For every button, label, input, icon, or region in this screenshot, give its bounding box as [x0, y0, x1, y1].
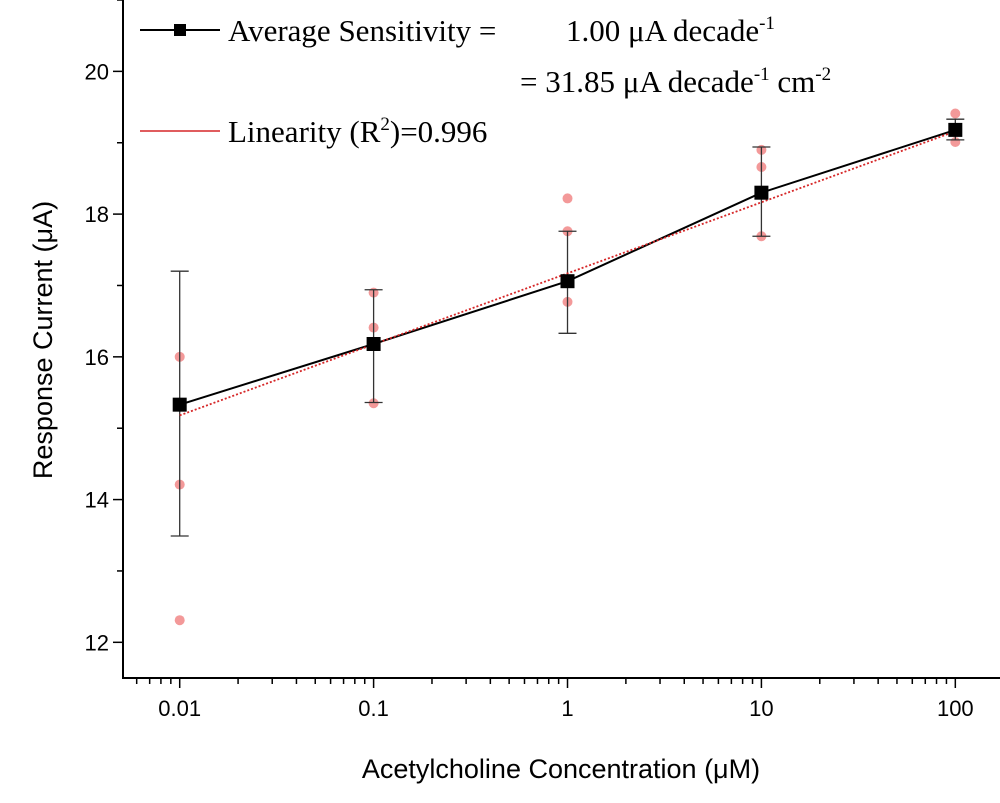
legend-area-unit: cm	[770, 64, 816, 99]
x-tick-label: 0.01	[158, 696, 201, 721]
x-tick-label: 10	[749, 696, 773, 721]
legend-linearity-value: )=0.996	[390, 114, 488, 149]
mean-marker	[172, 397, 187, 412]
mean-marker	[560, 274, 575, 289]
mean-marker	[948, 122, 963, 137]
plot-marks	[170, 108, 965, 626]
x-tick-label: 100	[937, 696, 974, 721]
legend-square-marker	[174, 24, 186, 36]
mean-marker	[754, 185, 769, 200]
y-tick-label: 12	[85, 630, 109, 655]
x-axis-title: Acetylcholine Concentration (μM)	[362, 754, 760, 784]
legend-sensitivity-value-text: 1.00 μA decade	[566, 13, 759, 48]
mean-marker	[366, 336, 381, 351]
x-tick-label: 1	[561, 696, 573, 721]
x-tick-label: 0.1	[358, 696, 389, 721]
replicate-point	[950, 108, 961, 119]
y-axis-title: Response Current (μA)	[28, 201, 58, 479]
y-tick-label: 20	[85, 59, 109, 84]
replicate-point	[368, 398, 379, 409]
y-tick-label: 18	[85, 202, 109, 227]
legend-sensitivity-area-value: = 31.85 μA decade-1 cm-2	[520, 64, 831, 99]
legend-sensitivity-label: Average Sensitivity =	[228, 13, 496, 48]
y-tick-label: 14	[85, 488, 109, 513]
legend-linearity: Linearity (R2)=0.996	[228, 114, 487, 149]
legend-sensitivity-value-sup: -1	[759, 13, 775, 34]
y-tick-label: 16	[85, 345, 109, 370]
legend-sensitivity-value: 1.00 μA decade-1	[566, 13, 775, 48]
legend-linearity-label: Linearity (R	[228, 114, 381, 149]
replicate-point	[562, 193, 573, 204]
legend-area-text: = 31.85 μA decade	[520, 64, 754, 99]
legend-linearity-sup: 2	[380, 114, 390, 135]
legend: Average Sensitivity = 1.00 μA decade-1 =…	[140, 13, 831, 149]
legend-area-sup1: -1	[754, 64, 770, 85]
axes: 12 14 16 18 20 0.01 0.1 1 10 100	[85, 0, 1000, 721]
legend-area-sup2: -2	[815, 64, 831, 85]
replicate-point	[174, 615, 185, 626]
linear-fit-line	[179, 130, 956, 417]
